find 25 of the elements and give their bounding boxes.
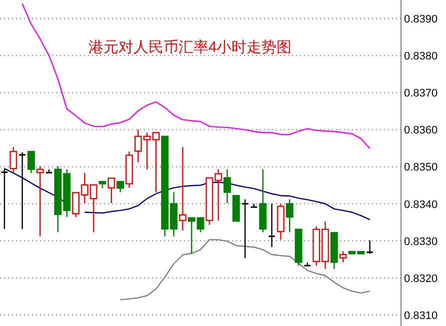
y-tick-label: 0.8320 [404,272,438,285]
y-tick-label: 0.8330 [404,236,438,248]
candlestick [116,180,124,193]
text: 港元对人民币汇率4小时走势图 [88,39,292,56]
candlestick [224,168,231,204]
y-tick-label: 0.8380 [404,50,438,63]
candlestick [178,146,186,232]
y-tick-label: 0.8360 [404,124,438,137]
candlestick [241,198,249,259]
candlestick [366,240,374,254]
line-series [22,3,370,150]
y-tick-label: 0.8310 [404,310,438,322]
y-tick-label: 0.8390 [404,14,438,26]
candlestick [18,152,26,230]
candlestick [36,166,44,237]
candlestick [27,150,35,174]
candlestick [108,178,116,204]
candlestick [0,168,8,230]
y-tick-label: 0.8340 [404,198,438,211]
y-tick-label: 0.8350 [404,162,438,174]
candlestick [268,203,276,248]
candlestick [10,146,18,173]
candlestick [339,250,347,263]
y-tick-label: 0.8370 [404,88,438,100]
candlestick [286,198,294,233]
